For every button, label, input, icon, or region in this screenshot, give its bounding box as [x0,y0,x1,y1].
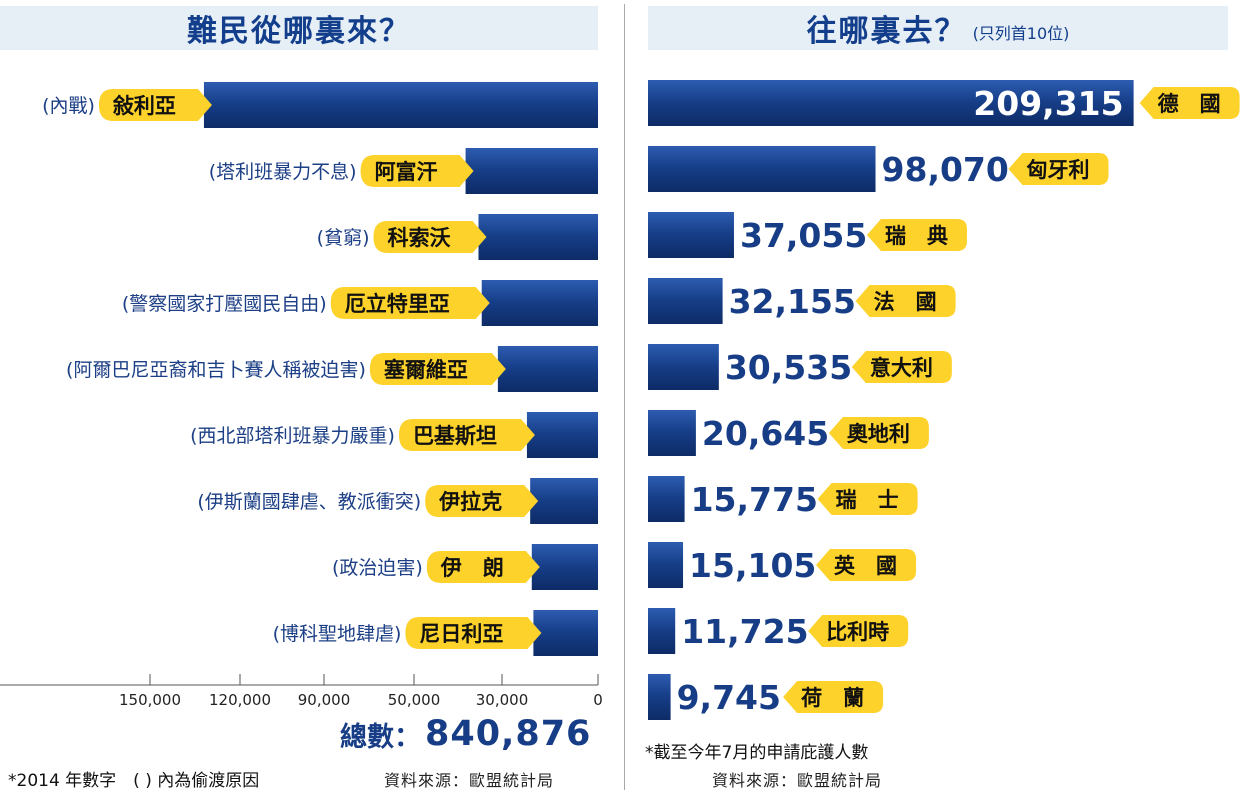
total-block: 總數： 840,876 [340,712,591,756]
destination-country-label: 法 國 [874,290,937,314]
destination-country-label: 英 國 [834,554,897,578]
origin-bar [530,478,598,524]
right-source: 資料來源：歐盟統計局 [712,771,883,790]
destination-country-label: 匈牙利 [1027,158,1090,182]
destination-country-label: 意大利 [870,356,933,380]
destination-bar [648,344,719,390]
origin-country-label: 伊 朗 [440,556,504,580]
destination-country-label: 瑞 典 [885,224,948,248]
origin-label-tag [330,287,490,319]
origin-reason-label: (貧窮) [317,227,370,249]
destination-label-tag [855,285,956,317]
destination-value-label: 11,725 [681,612,808,651]
destination-label-tag [866,219,967,251]
destination-label-tag [1139,87,1240,119]
origin-reason-label: (西北部塔利班暴力嚴重) [190,425,395,447]
origin-country-label: 塞爾維亞 [384,358,468,382]
left-chart-title: 難民從哪裏來？ [187,14,411,49]
destination-country-label: 荷 蘭 [801,686,864,710]
destination-bar [648,674,671,720]
destination-bar [648,80,1134,126]
origin-bar [481,280,598,326]
right-chart-title: 往哪裏去？ [806,14,967,49]
left-axis-tick-label: 120,000 [209,691,271,709]
left-source: 資料來源：歐盟統計局 [384,771,555,790]
left-axis-tick-label: 30,000 [476,691,529,709]
total-label: 總數： [340,721,421,753]
destination-country-label: 德 國 [1158,92,1221,116]
destination-value-label: 98,070 [882,150,1009,189]
destination-value-label: 37,055 [740,216,867,255]
left-footnote: *2014 年數字 ( ) 內為偷渡原因 [8,771,260,791]
origin-reason-label: (伊斯蘭國肆虐、教派衝突) [197,491,421,513]
origin-country-label: 厄立特里亞 [345,292,450,316]
origin-label-tag [360,155,474,187]
origin-bar [203,82,598,128]
origin-reason-label: (內戰) [42,95,95,117]
destination-value-label: 20,645 [702,414,829,453]
origin-label-tag [405,617,542,649]
origin-country-label: 敍利亞 [112,94,176,118]
destination-label-tag [851,351,952,383]
origin-bar [526,412,598,458]
left-axis-tick-label: 150,000 [119,691,181,709]
destination-country-label: 奧地利 [847,422,910,446]
origin-reason-label: (政治迫害) [332,557,423,579]
right-title-bar: 往哪裏去？ (只列首10位) [648,6,1228,50]
origin-country-label: 尼日利亞 [419,622,503,646]
destination-value-label: 15,775 [691,480,818,519]
origin-label-tag [426,551,540,583]
origin-label-tag [373,221,487,253]
destination-bar [648,278,723,324]
origin-label-tag [369,353,506,385]
origin-country-label: 阿富汗 [375,160,438,184]
origin-label-tag [98,89,212,121]
destination-value-label: 209,315 [973,84,1123,123]
origin-reason-label: (博科聖地肆虐) [273,623,402,645]
destination-country-label: 瑞 士 [836,488,899,512]
destination-bar [648,476,685,522]
origin-bar [497,346,598,392]
destination-bar [648,212,734,258]
origin-country-label: 伊拉克 [438,490,502,514]
origin-label-tag [398,419,535,451]
right-footnote: *截至今年7月的申請庇護人數 [645,743,869,763]
left-axis-tick-label: 90,000 [298,691,351,709]
origin-bar [531,544,598,590]
destination-label-tag [1008,153,1109,185]
destination-value-label: 30,535 [725,348,852,387]
origin-reason-label: (警察國家打壓國民自由) [122,293,327,315]
origin-reason-label: (阿爾巴尼亞裔和吉卜賽人稱被迫害) [66,359,366,381]
origin-bar [533,610,598,656]
destination-country-label: 比利時 [826,620,889,644]
origin-country-label: 巴基斯坦 [413,424,497,448]
origin-reason-label: (塔利班暴力不息) [209,161,357,183]
origin-country-label: 科索沃 [387,226,450,250]
origin-bar [465,148,598,194]
total-value: 840,876 [425,714,592,754]
left-title-bar: 難民從哪裏來？ [0,6,598,50]
destination-label-tag [816,549,917,581]
right-title-note: (只列首10位) [972,24,1070,43]
destination-bar [648,410,696,456]
destination-label-tag [808,615,909,647]
center-divider [624,4,625,790]
origin-label-tag [425,485,539,517]
destination-label-tag [828,417,929,449]
left-axis-tick-label: 50,000 [388,691,441,709]
destination-label-tag [783,681,884,713]
destination-value-label: 9,745 [677,678,781,717]
destination-label-tag [817,483,918,515]
left-axis-tick-label: 0 [593,691,603,709]
origin-bar [478,214,598,260]
destination-value-label: 15,105 [689,546,816,585]
destination-bar [648,146,876,192]
destination-bar [648,542,684,588]
destination-bar [648,608,676,654]
destination-value-label: 32,155 [729,282,856,321]
